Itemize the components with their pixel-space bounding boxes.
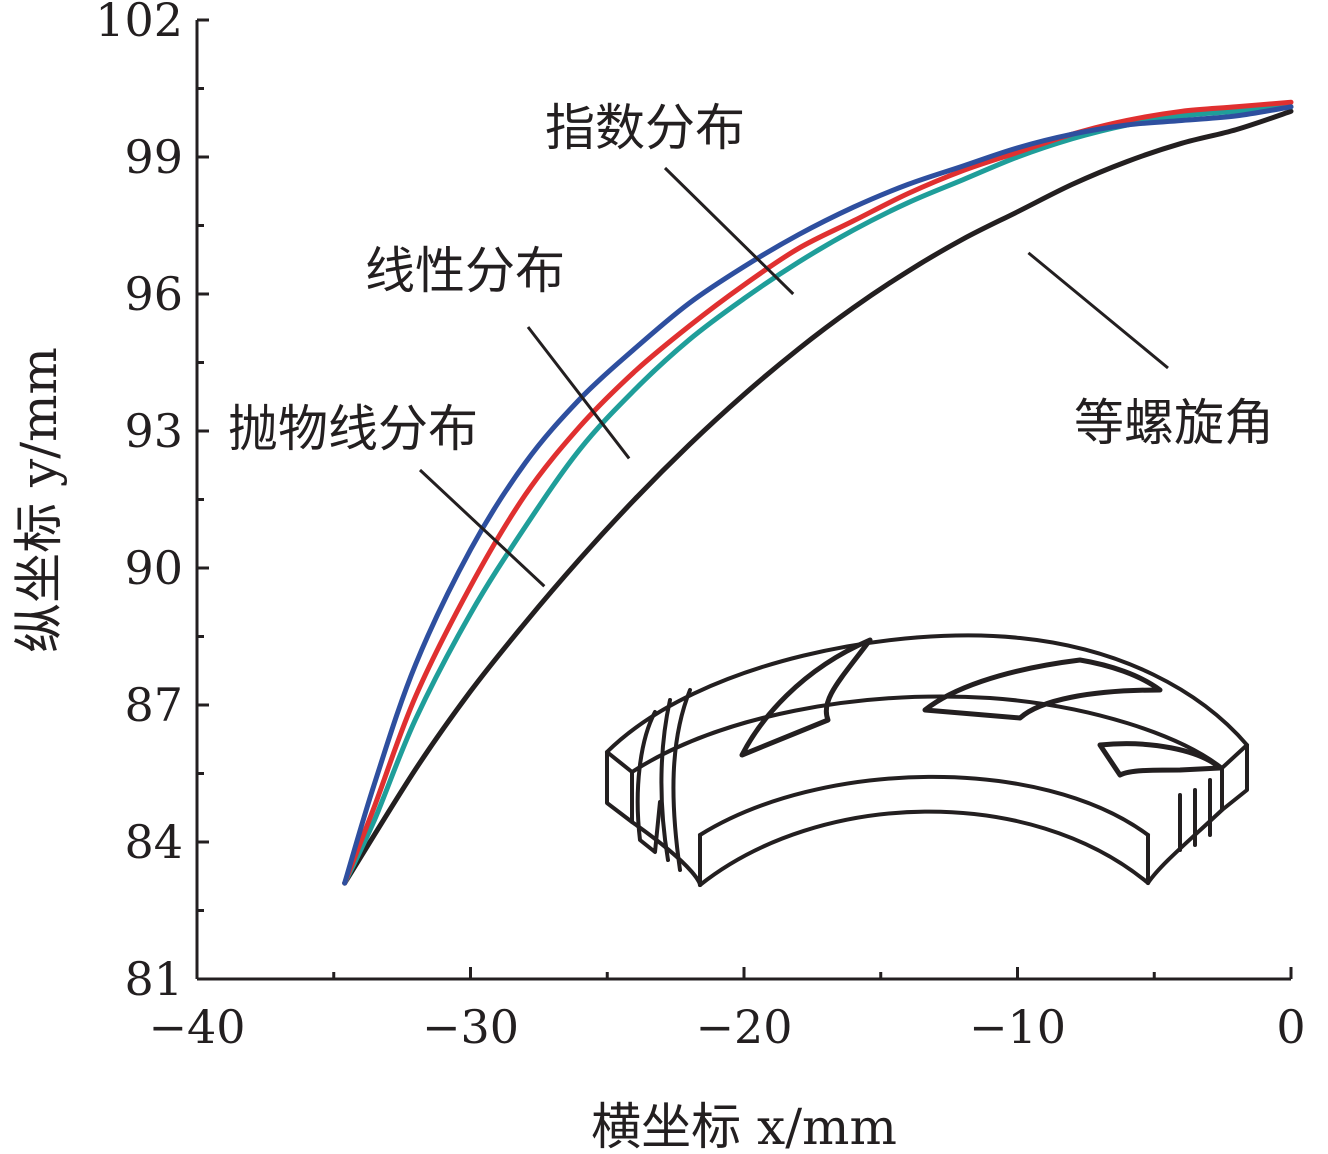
y-tick-label: 87 — [124, 678, 183, 732]
series-linear — [342, 99, 1294, 886]
leader-equal-helix — [1027, 251, 1169, 370]
y-tick-label: 96 — [124, 267, 183, 321]
x-tick-label: −40 — [148, 1000, 245, 1054]
annotation-leaders — [418, 166, 1169, 588]
annotation-parabolic: 抛物线分布 — [228, 400, 478, 458]
series-layer — [342, 99, 1294, 886]
y-tick-label: 81 — [124, 952, 183, 1006]
x-tick-label: −30 — [422, 1000, 519, 1054]
y-tick-label: 90 — [124, 541, 183, 595]
annotation-linear: 线性分布 — [365, 242, 565, 300]
series-equal-helix — [342, 108, 1294, 886]
y-tick-label: 99 — [124, 130, 183, 184]
y-tick-label: 84 — [124, 815, 183, 869]
x-axis-title: 横坐标 x/mm — [591, 1098, 897, 1154]
annotation-equal-helix: 等螺旋角 — [1074, 394, 1274, 452]
annotation-exponential: 指数分布 — [545, 99, 745, 157]
axis-ticks: 81 84 87 90 93 96 99 102 −40 −30 −20 −10 0 — [95, 0, 1305, 1054]
leader-linear — [526, 326, 631, 460]
x-tick-label: −20 — [695, 1000, 792, 1054]
y-axis-title: 纵坐标 y/mm — [10, 347, 68, 653]
y-tick-label: 102 — [95, 0, 183, 47]
blade-ring-3d-icon — [605, 633, 1249, 887]
series-exponential — [342, 104, 1294, 886]
x-tick-label: 0 — [1276, 1000, 1305, 1054]
leader-exponential — [663, 166, 795, 296]
leader-parabolic — [418, 468, 546, 588]
x-tick-label: −10 — [969, 1000, 1066, 1054]
y-tick-label: 93 — [124, 404, 183, 458]
